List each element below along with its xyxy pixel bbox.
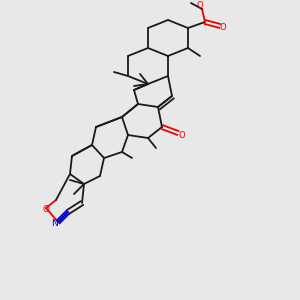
Text: O: O bbox=[197, 2, 203, 10]
Text: O: O bbox=[43, 205, 50, 214]
Text: O: O bbox=[220, 23, 226, 32]
Text: O: O bbox=[179, 130, 185, 140]
Text: N: N bbox=[52, 220, 58, 229]
